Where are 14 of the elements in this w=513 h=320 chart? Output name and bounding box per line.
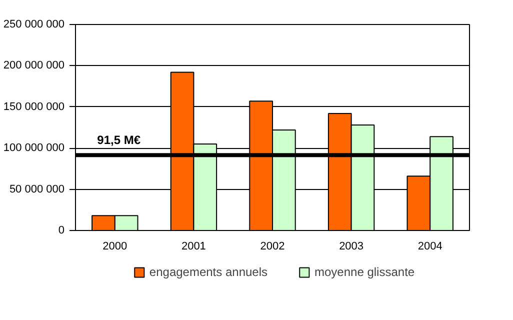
y-tick-label: 150 000 000 <box>3 100 64 113</box>
x-tick-label: 2004 <box>418 240 442 252</box>
x-tick-label: 2001 <box>181 240 206 252</box>
ref-line-label: 91,5 M€ <box>97 133 141 148</box>
x-tick-label: 2000 <box>102 240 128 252</box>
legend-label: moyenne glissante <box>314 265 415 279</box>
y-tick-label: 100 000 000 <box>3 142 64 154</box>
y-tick-label: 250 000 000 <box>3 18 64 30</box>
y-tick-label: 50 000 000 <box>9 183 65 196</box>
legend-label: engagements annuels <box>149 265 268 279</box>
x-tick-label: 2002 <box>260 240 285 252</box>
x-tick-label: 2003 <box>339 240 364 252</box>
y-tick-label: 0 <box>58 224 65 236</box>
y-tick-label: 200 000 000 <box>3 60 64 72</box>
